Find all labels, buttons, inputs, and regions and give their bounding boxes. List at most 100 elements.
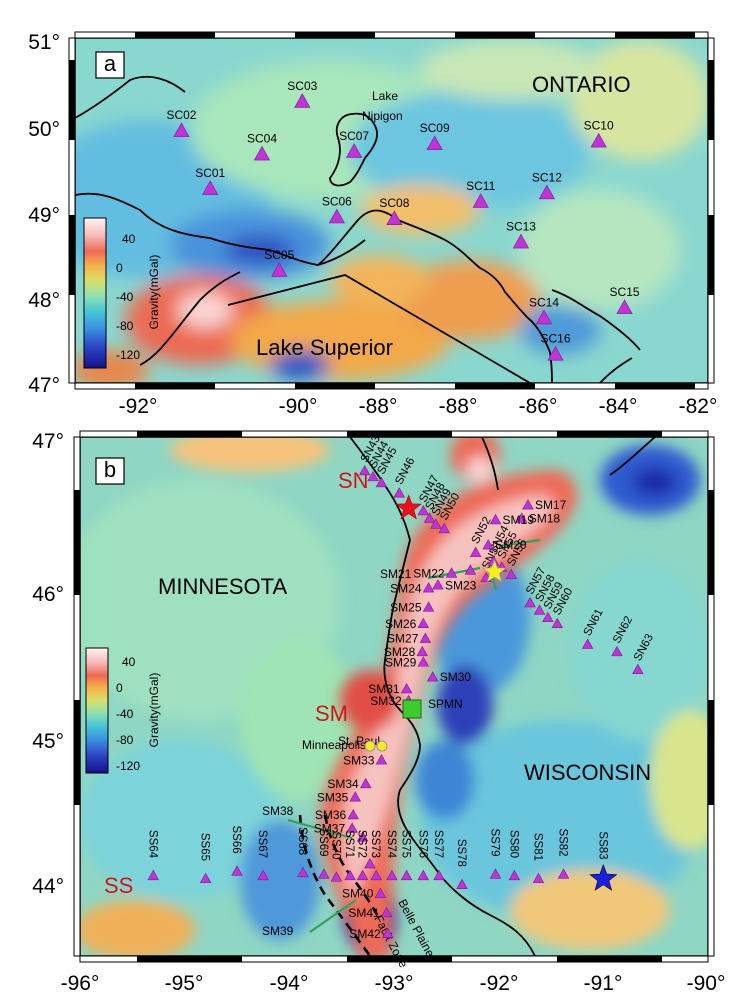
lon-tick: -82° bbox=[679, 395, 718, 418]
station-label: SM34 bbox=[327, 777, 359, 791]
lon-tick: -94° bbox=[270, 972, 309, 995]
lat-tick: 50° bbox=[28, 118, 60, 141]
station-label: SM26 bbox=[385, 617, 417, 631]
panel-a-coastlines bbox=[75, 75, 641, 383]
lat-tick: 47° bbox=[32, 430, 64, 453]
station-marker bbox=[370, 869, 382, 881]
panel-b-borders bbox=[349, 437, 656, 956]
lon-tick: -86° bbox=[519, 395, 558, 418]
station-marker bbox=[538, 184, 555, 200]
station-marker bbox=[375, 476, 388, 488]
station-marker bbox=[173, 122, 190, 138]
line-label-ss: SS bbox=[104, 873, 133, 898]
station-label: SM23 bbox=[445, 578, 477, 592]
station-label: SM19 bbox=[503, 513, 535, 527]
station-label: SM24 bbox=[390, 581, 422, 595]
station-marker bbox=[524, 596, 536, 608]
lat-tick: 45° bbox=[32, 730, 64, 753]
station-marker bbox=[464, 564, 477, 575]
lon-tick: -90° bbox=[279, 395, 318, 418]
station-label: SS73 bbox=[369, 830, 381, 858]
lon-tick: -91° bbox=[584, 972, 623, 995]
panel-b-frame bbox=[73, 430, 715, 963]
station-label: SS66 bbox=[230, 825, 242, 853]
lat-tick: 51° bbox=[28, 31, 60, 54]
panel-a-lat-ticks: 47° 48° 49° 50° 51° bbox=[28, 31, 60, 397]
panel-a-frame bbox=[68, 31, 715, 390]
city-marker-st-paul bbox=[376, 740, 388, 752]
station-marker bbox=[360, 777, 372, 789]
station-label: SM22 bbox=[413, 566, 445, 580]
station-marker bbox=[482, 539, 494, 550]
station-label: SM25 bbox=[390, 601, 422, 615]
panel-a-colorbar: 40 0 -40 -80 -120 Gravity(mGal) bbox=[83, 217, 161, 369]
colorbar-tick: -120 bbox=[116, 759, 140, 773]
station-label: SC12 bbox=[532, 170, 562, 184]
station-marker bbox=[533, 604, 546, 615]
station-marker bbox=[432, 579, 444, 590]
station-marker bbox=[433, 869, 445, 881]
station-label: SM40 bbox=[342, 887, 374, 901]
colorbar-tick: 0 bbox=[116, 681, 123, 695]
station-marker bbox=[356, 869, 369, 881]
station-marker bbox=[505, 568, 517, 580]
panel-b-lon-ticks: -96° -95° -94° -93° -92° -91° -90° bbox=[61, 972, 726, 995]
lat-tick: 44° bbox=[32, 875, 64, 898]
station-marker bbox=[358, 464, 371, 476]
station-marker bbox=[489, 868, 502, 879]
red-star-marker bbox=[395, 494, 422, 520]
station-marker bbox=[294, 93, 311, 108]
lon-tick: -92° bbox=[480, 972, 519, 995]
station-marker bbox=[508, 869, 521, 881]
panel-a-border-line bbox=[227, 274, 531, 383]
colorbar-tick: 40 bbox=[122, 232, 136, 246]
lat-tick: 46° bbox=[32, 583, 64, 606]
station-label: SS76 bbox=[416, 830, 428, 858]
colorbar-tick: 40 bbox=[122, 655, 136, 669]
station-label: SM28 bbox=[384, 645, 416, 659]
station-marker bbox=[380, 906, 393, 918]
colorbar-tick: -40 bbox=[116, 290, 134, 304]
panel-b: b MINNESOTA WISCONSIN SN SM SS St. Paul … bbox=[32, 430, 726, 995]
station-marker bbox=[147, 869, 160, 881]
yellow-star-marker bbox=[482, 559, 507, 583]
arrow-sm38 bbox=[287, 818, 353, 840]
station-marker bbox=[416, 645, 428, 657]
station-label: SM32 bbox=[370, 694, 402, 708]
station-marker bbox=[438, 522, 450, 534]
station-marker bbox=[632, 663, 644, 674]
station-label: SM33 bbox=[343, 753, 375, 767]
lon-tick: -84° bbox=[599, 395, 638, 418]
label-minneapolis: Minneapolis bbox=[302, 738, 366, 752]
station-label: SS74 bbox=[385, 830, 397, 859]
station-marker bbox=[386, 869, 398, 881]
station-marker bbox=[423, 512, 436, 523]
station-label: SC14 bbox=[529, 295, 559, 309]
belle-plaine-fault-zone bbox=[298, 814, 372, 956]
station-label: SC03 bbox=[287, 79, 317, 93]
lon-tick: -90° bbox=[687, 972, 726, 995]
station-marker bbox=[422, 601, 435, 612]
station-marker bbox=[581, 638, 594, 649]
station-marker bbox=[419, 632, 432, 643]
station-label: SS81 bbox=[531, 833, 543, 861]
station-marker bbox=[346, 822, 358, 833]
station-marker bbox=[547, 345, 564, 361]
spmn-square-marker bbox=[402, 699, 422, 719]
lat-tick: 49° bbox=[28, 204, 60, 227]
arrow-sm39 bbox=[309, 899, 357, 933]
station-label: SS83 bbox=[596, 831, 608, 859]
station-label: SS77 bbox=[432, 830, 444, 858]
station-label: SC16 bbox=[540, 332, 570, 346]
station-label: SS68 bbox=[296, 827, 308, 855]
colorbar-tick: -40 bbox=[116, 707, 134, 721]
station-label: SM27 bbox=[387, 632, 419, 646]
lat-tick: 47° bbox=[28, 374, 60, 397]
station-label: SS78 bbox=[455, 839, 467, 867]
station-label: SM18 bbox=[529, 512, 561, 526]
station-marker bbox=[512, 233, 530, 249]
station-label: SC02 bbox=[166, 108, 196, 122]
lon-tick: -93° bbox=[375, 972, 414, 995]
label-spmn: SPMN bbox=[428, 697, 463, 711]
